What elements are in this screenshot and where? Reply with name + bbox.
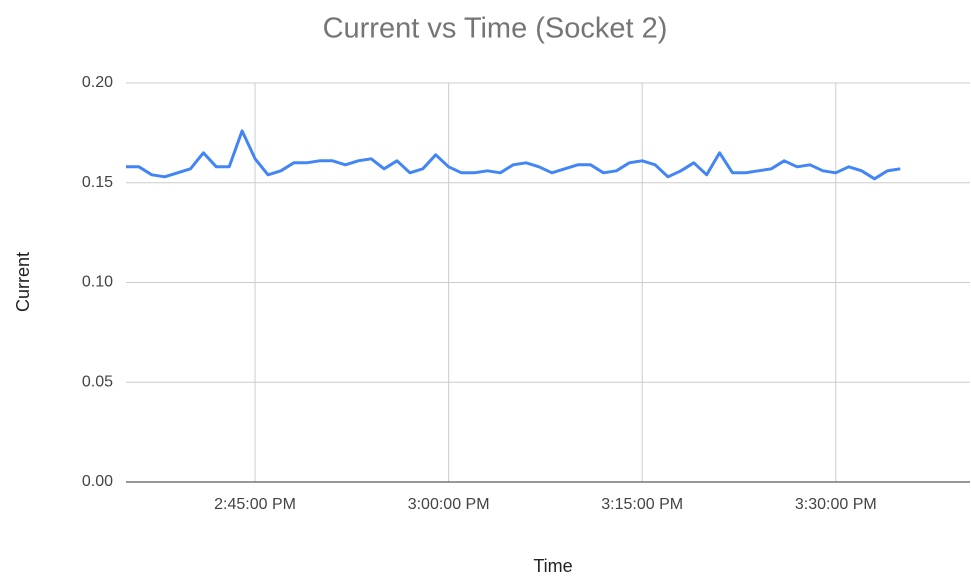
chart-title: Current vs Time (Socket 2) (323, 13, 668, 45)
x-tick-label: 3:30:00 PM (795, 496, 877, 513)
y-tick-label: 0.15 (82, 174, 113, 191)
x-tick-label: 3:00:00 PM (408, 496, 490, 513)
x-tick-label: 3:15:00 PM (601, 496, 683, 513)
y-tick-label: 0.00 (82, 473, 113, 490)
data-line (126, 129, 901, 181)
y-tick-label: 0.05 (82, 373, 113, 390)
x-tick-label: 2:45:00 PM (214, 496, 296, 513)
y-axis-title: Current (13, 252, 33, 312)
x-axis-title: Time (533, 556, 572, 576)
y-tick-label: 0.20 (82, 74, 113, 91)
y-tick-label: 0.10 (82, 274, 113, 291)
